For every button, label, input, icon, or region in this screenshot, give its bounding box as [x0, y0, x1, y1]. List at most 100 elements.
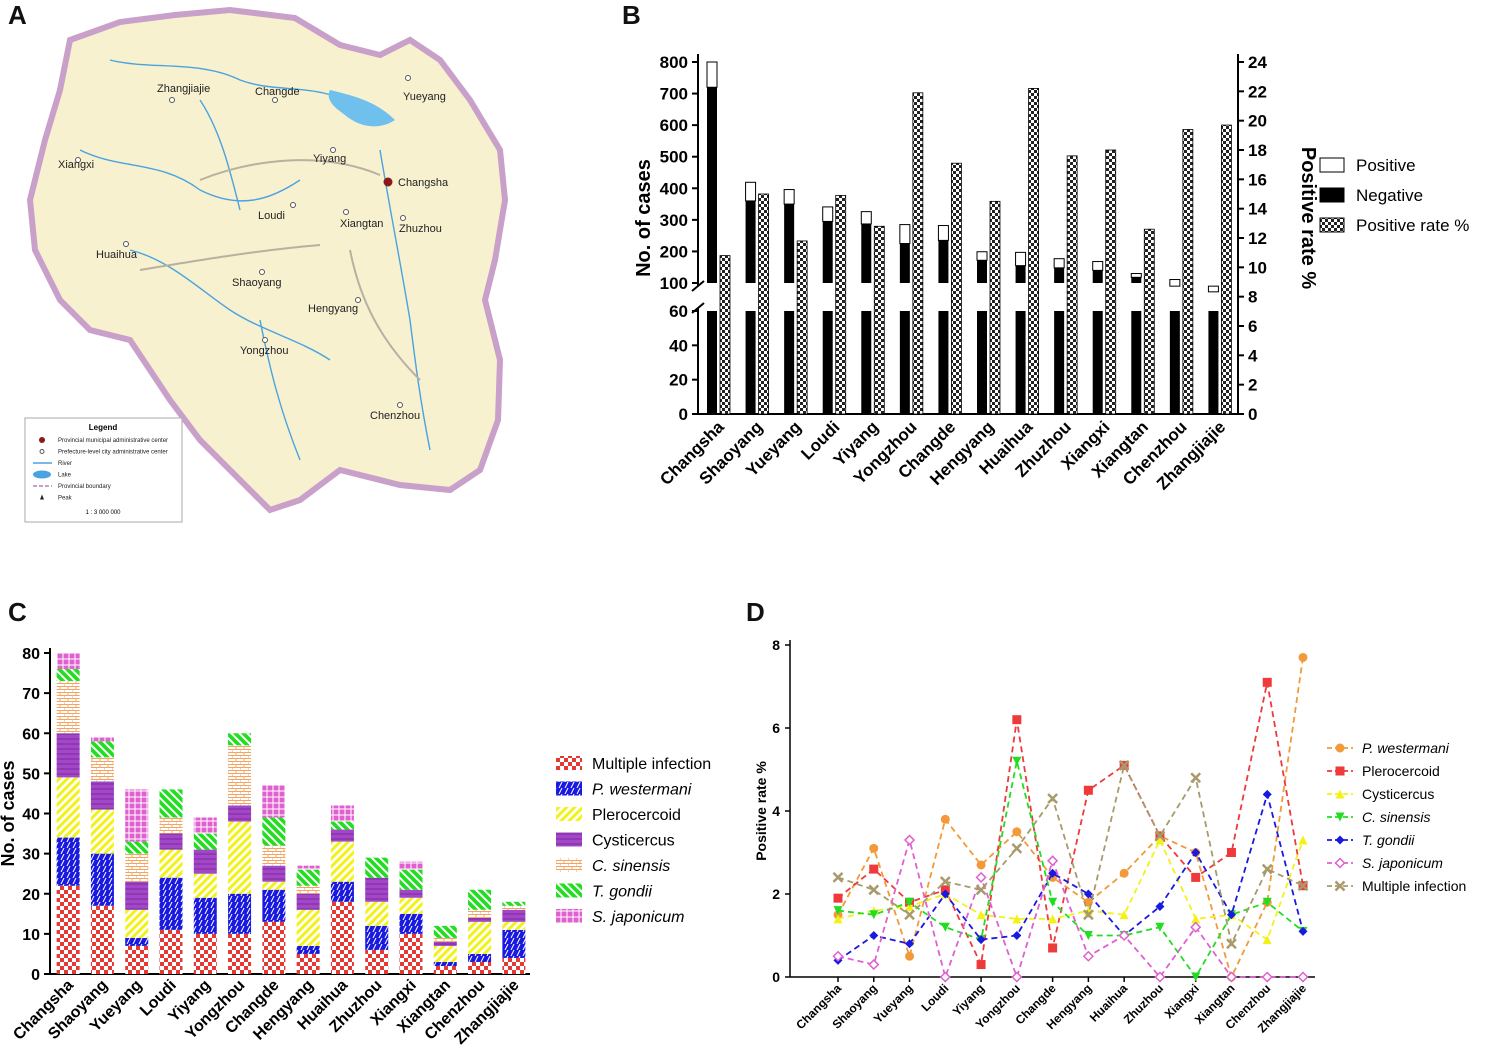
x-tick-label: Loudi	[918, 981, 951, 1014]
city-marker	[75, 157, 81, 163]
data-point	[1335, 743, 1345, 753]
stack-segment	[468, 961, 492, 974]
y-tick-label: 10	[22, 927, 40, 944]
stack-segment	[159, 877, 183, 930]
stack-segment	[296, 953, 320, 974]
stack-segment	[228, 821, 252, 894]
data-point	[904, 909, 915, 921]
legend-swatch	[556, 909, 582, 923]
data-point	[1048, 914, 1058, 924]
bar-positive-rate	[1143, 228, 1155, 415]
map-legend: Legend Provincial municipal administrati…	[24, 417, 183, 523]
legend-label: Plerocercoid	[1362, 763, 1440, 779]
stack-segment	[296, 945, 320, 954]
data-point	[869, 931, 879, 940]
y-tick-label: 800	[660, 53, 688, 72]
province-outline	[26, 6, 509, 514]
stack-segment	[228, 893, 252, 934]
legend-city-icon	[39, 449, 45, 454]
bar-positive	[822, 206, 834, 222]
bar-positive	[899, 224, 911, 245]
data-point	[1011, 842, 1023, 854]
bar-negative	[707, 87, 717, 283]
bar-negative	[1131, 277, 1142, 283]
data-point	[1297, 971, 1309, 983]
legend-swatch	[1319, 157, 1345, 173]
bar-negative	[861, 223, 872, 283]
stack-segment	[159, 849, 183, 878]
city-marker	[343, 209, 349, 215]
stack-segment	[468, 953, 492, 962]
city-marker	[400, 215, 406, 221]
panel-label-c: C	[8, 597, 27, 627]
y-right-tick-label: 14	[1248, 200, 1267, 219]
data-point	[976, 860, 986, 870]
series-line	[837, 762, 1304, 947]
data-point	[940, 814, 950, 824]
data-point	[903, 834, 916, 846]
data-point	[1012, 931, 1022, 940]
stack-segment	[433, 925, 457, 938]
stack-segment	[296, 865, 320, 870]
y-right-tick-label: 4	[1248, 346, 1258, 365]
stack-segment	[502, 929, 526, 958]
data-point	[1191, 914, 1201, 924]
legend-item-label: Provincial boundary	[58, 484, 111, 490]
dongting-lake	[328, 90, 395, 127]
legend-label: Negative	[1356, 186, 1423, 205]
stack-segment	[262, 785, 286, 818]
stack-segment	[56, 653, 80, 670]
legend-label: P. westermani	[592, 782, 692, 799]
data-point	[1261, 971, 1273, 983]
data-point	[1334, 857, 1346, 869]
legend-item-label: Provincial municipal administrative cent…	[58, 438, 168, 444]
data-point	[833, 893, 843, 903]
y-right-tick-label: 6	[1248, 317, 1257, 336]
city-label: Changsha	[398, 177, 449, 189]
y-right-tick-label: 24	[1248, 53, 1267, 72]
hunan-map: Zhangjiajie Changde Yueyang Xiangxi Yiyang Ch…	[24, 6, 509, 523]
legend-peak-icon	[40, 494, 44, 500]
data-point	[940, 889, 950, 899]
data-point	[976, 935, 986, 945]
y-tick-label: 600	[660, 116, 688, 135]
data-point	[1226, 910, 1236, 920]
series-line	[837, 791, 1304, 962]
y-tick-label: 0	[772, 969, 780, 985]
bar-negative	[938, 240, 949, 283]
data-point	[1334, 880, 1346, 892]
bar-positive-rate	[835, 195, 847, 415]
stack-segment	[468, 889, 492, 910]
rivers	[79, 59, 431, 461]
bar-negative	[822, 221, 833, 283]
stack-segment	[228, 745, 252, 806]
chart-b: 1002003004005006007008000204060024681012…	[633, 53, 1469, 494]
data-point	[868, 958, 880, 971]
data-point	[1262, 789, 1272, 799]
bar-negative-lower	[707, 311, 717, 414]
legend-item-label: River	[58, 461, 72, 467]
stack-segment	[330, 821, 354, 830]
y-tick-label: 60	[669, 302, 688, 321]
bar-positive-rate	[1221, 124, 1232, 415]
bar-positive-rate	[758, 193, 769, 415]
data-point	[905, 897, 915, 907]
stack-segment	[125, 853, 149, 882]
panel-label-d: D	[746, 597, 765, 627]
legend-label: P. westermani	[1362, 740, 1450, 756]
data-point	[975, 871, 987, 883]
bar-negative-lower	[977, 311, 987, 414]
bar-positive	[1169, 279, 1181, 287]
stack-segment	[56, 837, 80, 886]
y-right-tick-label: 22	[1248, 82, 1267, 101]
y-axis-right-title: Positive rate %	[1297, 147, 1319, 290]
data-point	[869, 910, 879, 920]
legend-label: Multiple infection	[1362, 878, 1466, 894]
bar-positive-rate	[989, 200, 1001, 415]
stack-segment	[399, 861, 423, 870]
y-right-tick-label: 18	[1248, 141, 1267, 160]
stack-segment	[433, 941, 457, 946]
y-tick-label: 80	[22, 646, 40, 663]
stack-segment	[502, 909, 526, 922]
